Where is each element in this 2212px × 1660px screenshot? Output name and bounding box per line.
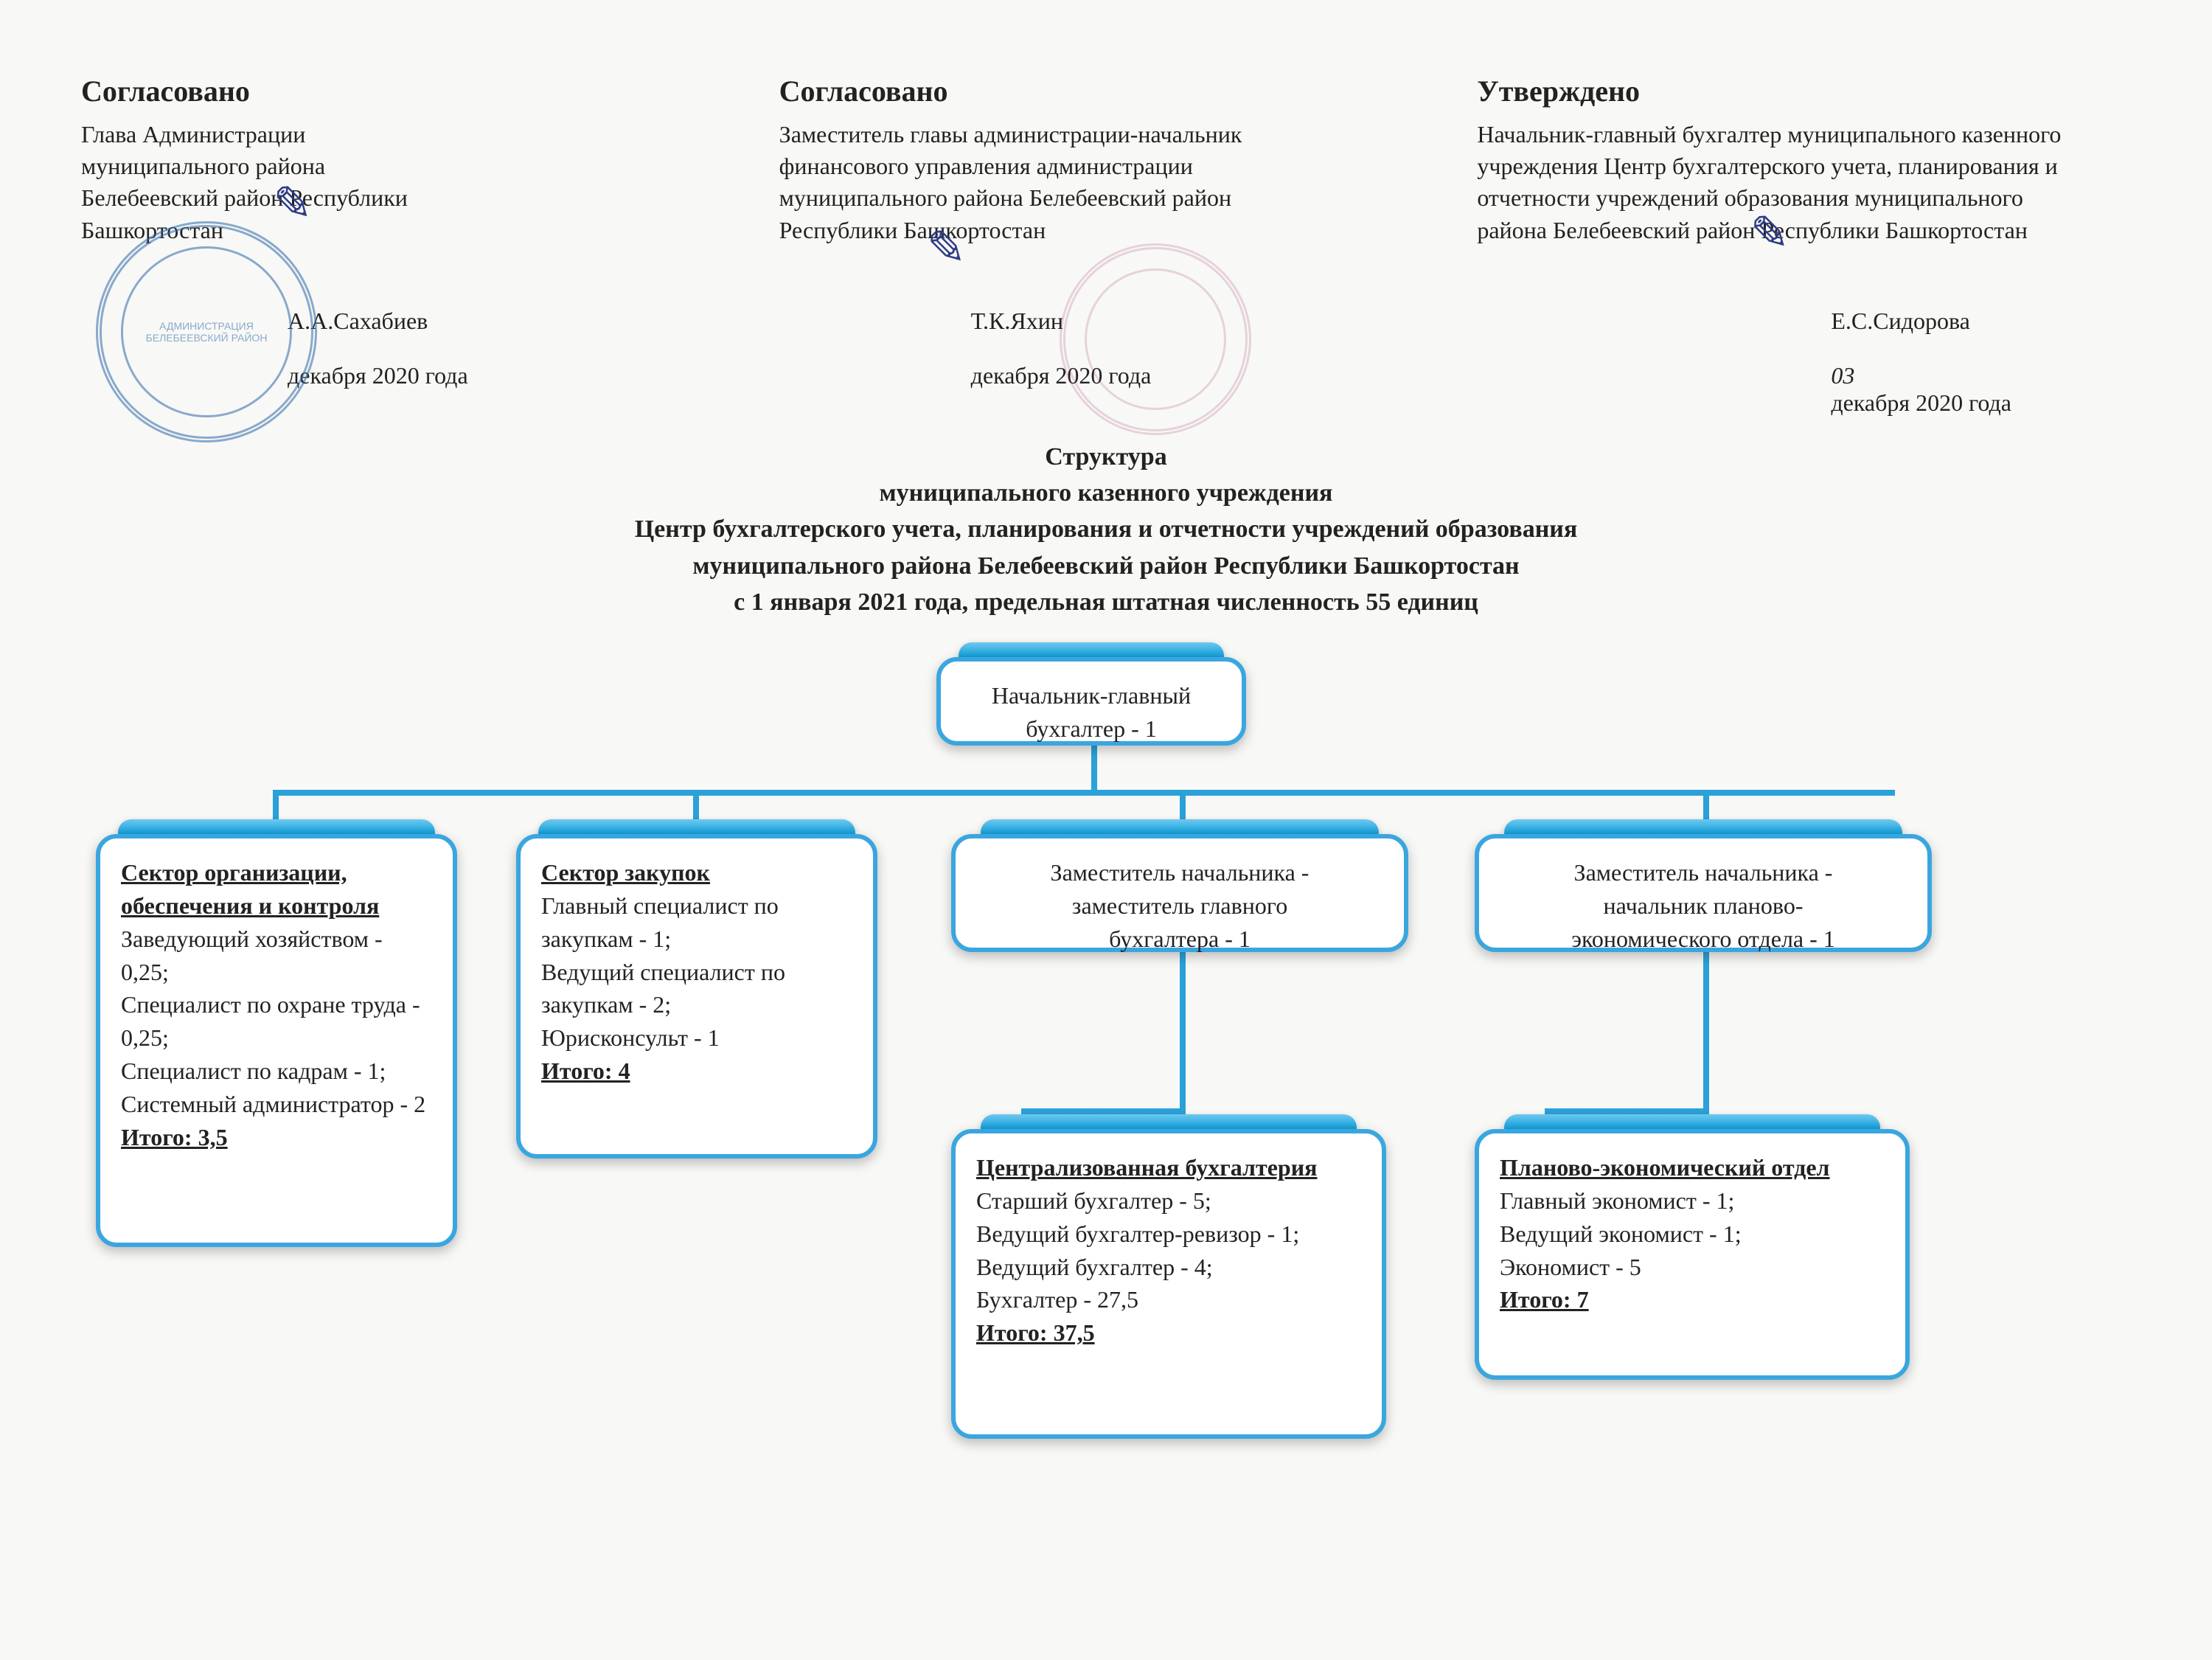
approval-right-date-prefix: 03 <box>1831 362 1854 389</box>
org-node-heading: Сектор закупок <box>541 856 852 889</box>
org-node-body: Сектор организации, обеспечения и контро… <box>100 838 453 1171</box>
org-chart: Начальник-главный бухгалтер - 1 Сектор ор… <box>81 657 2131 1616</box>
approval-right: Утверждено Начальник-главный бухгалтер м… <box>1477 74 2131 417</box>
org-node-total: Итого: 3,5 <box>121 1121 432 1154</box>
approval-right-name: Е.С.Сидорова <box>1831 308 1970 334</box>
org-node-heading: Централизованная бухгалтерия <box>976 1151 1361 1184</box>
connector <box>273 790 1895 796</box>
connector <box>1180 952 1186 1114</box>
approval-left-name: А.А.Сахабиев <box>288 308 428 334</box>
org-node: Планово-экономический отделГлавный эконо… <box>1475 1129 1910 1380</box>
org-node: Сектор организации, обеспечения и контро… <box>96 834 457 1247</box>
org-node-line: Ведущий бухгалтер - 4; <box>976 1251 1361 1284</box>
title-line-1: Структура <box>81 439 2131 475</box>
org-node-total: Итого: 37,5 <box>976 1316 1361 1350</box>
org-node-line: Бухгалтер - 27,5 <box>976 1283 1361 1316</box>
org-node-total: Итого: 4 <box>541 1055 852 1088</box>
org-node-line: Старший бухгалтер - 5; <box>976 1184 1361 1218</box>
org-node-line: Экономист - 5 <box>1500 1251 1885 1284</box>
org-node-heading: Планово-экономический отдел <box>1500 1151 1885 1184</box>
approvals-row: Согласовано Глава Администрации муниципа… <box>81 74 2131 417</box>
org-node-body: Сектор закупокГлавный специалист по заку… <box>521 838 873 1105</box>
approval-center-title: Согласовано <box>779 74 1433 108</box>
org-node: Заместитель начальника - начальник плано… <box>1475 834 1932 952</box>
approval-center: Согласовано Заместитель главы администра… <box>779 74 1433 389</box>
org-node-body: Планово-экономический отделГлавный эконо… <box>1479 1133 1905 1334</box>
approval-center-name: Т.К.Яхин <box>971 308 1063 334</box>
approval-left-date: декабря 2020 года <box>288 362 468 389</box>
title-line-5: с 1 января 2021 года, предельная штатная… <box>81 584 2131 620</box>
org-node: Сектор закупокГлавный специалист по заку… <box>516 834 877 1159</box>
connector <box>1545 1108 1709 1114</box>
org-node-line: Главный специалист по закупкам - 1; <box>541 889 852 956</box>
approval-right-title: Утверждено <box>1477 74 2131 108</box>
connector <box>1021 1108 1186 1114</box>
org-node-body: Заместитель начальника - начальник плано… <box>1479 838 1927 973</box>
org-node: Заместитель начальника - заместитель гла… <box>951 834 1408 952</box>
org-node-line: Ведущий специалист по закупкам - 2; <box>541 956 852 1022</box>
title-line-3: Центр бухгалтерского учета, планирования… <box>81 511 2131 547</box>
org-node-body: Заместитель начальника - заместитель гла… <box>956 838 1404 973</box>
org-node-total: Итого: 7 <box>1500 1283 1885 1316</box>
document-title: Структура муниципального казенного учреж… <box>81 439 2131 620</box>
org-node-line: Системный администратор - 2 <box>121 1088 432 1121</box>
approval-right-date: декабря 2020 года <box>1831 389 2011 416</box>
org-node-line: Главный экономист - 1; <box>1500 1184 1885 1218</box>
org-node-body: Централизованная бухгалтерияСтарший бухг… <box>956 1133 1382 1367</box>
org-node-line: Юрисконсульт - 1 <box>541 1021 852 1055</box>
org-node-line: Заведующий хозяйством - 0,25; <box>121 923 432 989</box>
approval-left-title: Согласовано <box>81 74 735 108</box>
title-line-4: муниципального района Белебеевский район… <box>81 548 2131 584</box>
approval-center-date: декабря 2020 года <box>971 362 1152 389</box>
approval-center-role: Заместитель главы администрации-начальни… <box>779 119 1433 246</box>
approval-right-role: Начальник-главный бухгалтер муниципально… <box>1477 119 2131 246</box>
seal-stamp-left: АДМИНИСТРАЦИЯБЕЛЕБЕЕВСКИЙ РАЙОН <box>96 221 317 442</box>
org-node-line: Ведущий бухгалтер-ревизор - 1; <box>976 1218 1361 1251</box>
org-node-line: Ведущий экономист - 1; <box>1500 1218 1885 1251</box>
approval-left-role: Глава Администрации муниципального район… <box>81 119 735 246</box>
approval-left: Согласовано Глава Администрации муниципа… <box>81 74 735 389</box>
org-root-node: Начальник-главный бухгалтер - 1 <box>936 657 1246 746</box>
org-node-heading: Сектор организации, обеспечения и контро… <box>121 856 432 923</box>
connector <box>1703 952 1709 1114</box>
org-node: Централизованная бухгалтерияСтарший бухг… <box>951 1129 1386 1439</box>
org-node-line: Специалист по кадрам - 1; <box>121 1055 432 1088</box>
title-line-2: муниципального казенного учреждения <box>81 475 2131 511</box>
org-node-line: Специалист по охране труда - 0,25; <box>121 988 432 1055</box>
org-root-title: Начальник-главный бухгалтер - 1 <box>941 661 1242 763</box>
